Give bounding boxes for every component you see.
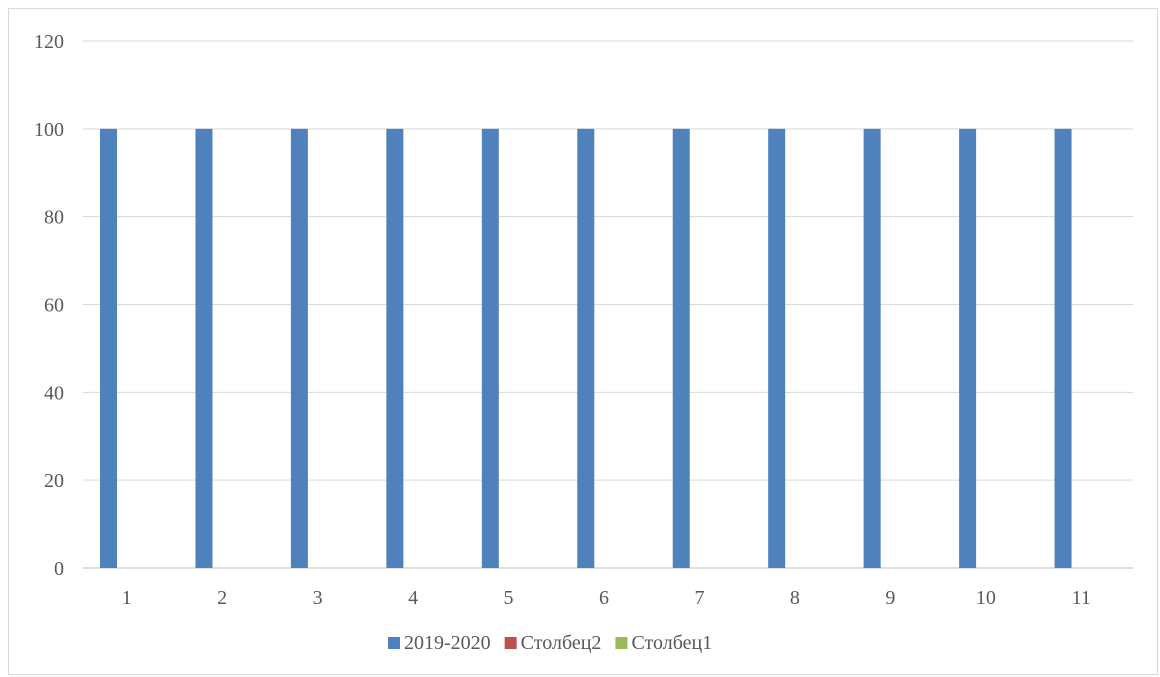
legend-label: 2019-2020 xyxy=(404,632,491,654)
x-tick-label: 11 xyxy=(1072,587,1091,609)
x-tick-label: 8 xyxy=(790,587,800,609)
legend-swatch xyxy=(615,637,628,649)
x-tick-label: 3 xyxy=(313,587,323,609)
bar-0-9 xyxy=(863,128,881,569)
bar-0-11 xyxy=(1054,128,1072,569)
bar-0-10 xyxy=(959,128,977,569)
y-tick-label: 0 xyxy=(54,558,64,580)
x-tick-label: 4 xyxy=(408,587,418,609)
x-tick-label: 5 xyxy=(504,587,514,609)
bar-0-2 xyxy=(195,128,213,569)
legend-label: Столбец2 xyxy=(521,632,602,654)
y-tick-label: 80 xyxy=(44,207,64,229)
y-tick-label: 60 xyxy=(44,295,64,317)
bar-0-7 xyxy=(672,128,690,569)
x-tick-label: 1 xyxy=(122,587,132,609)
bar-0-8 xyxy=(768,128,786,569)
y-tick-label: 20 xyxy=(44,470,64,492)
bar-0-1 xyxy=(100,128,117,569)
y-tick-label: 40 xyxy=(44,382,64,404)
legend-swatch xyxy=(388,637,400,649)
x-tick-label: 9 xyxy=(885,587,895,609)
legend-label: Столбец1 xyxy=(631,632,712,654)
bar-0-4 xyxy=(386,128,404,569)
legend-swatch xyxy=(504,637,517,649)
bar-0-5 xyxy=(481,128,499,569)
bar-0-3 xyxy=(290,128,308,569)
y-tick-label: 100 xyxy=(34,119,64,141)
x-tick-label: 10 xyxy=(976,587,996,609)
x-tick-label: 2 xyxy=(217,587,227,609)
y-tick-label: 120 xyxy=(34,31,64,53)
x-tick-label: 6 xyxy=(599,587,609,609)
x-tick-label: 7 xyxy=(694,587,704,609)
bar-0-6 xyxy=(577,128,595,569)
